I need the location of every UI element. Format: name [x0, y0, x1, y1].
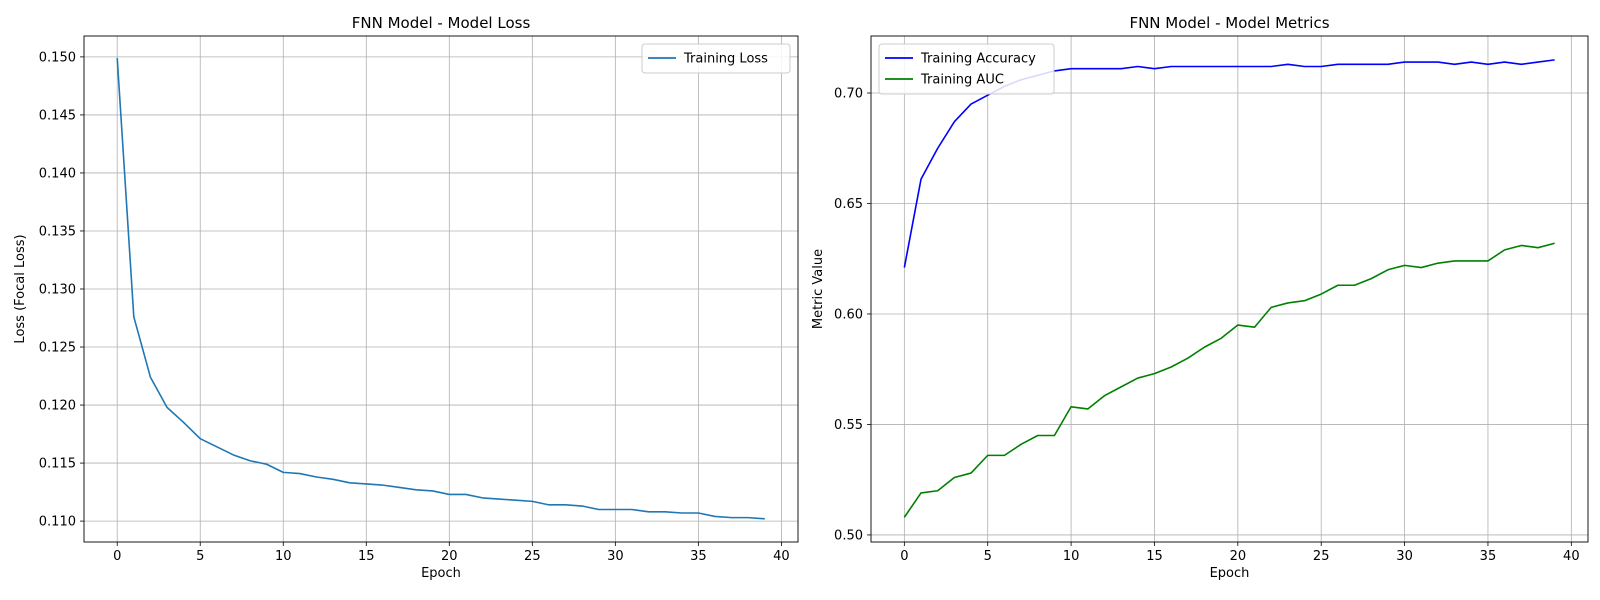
series-line-2: [903, 242, 1555, 518]
x-tick-label: 40: [773, 549, 790, 564]
y-tick-label: 0.120: [39, 399, 76, 414]
x-tick-label: 20: [441, 549, 458, 564]
y-tick-label: 0.55: [834, 418, 863, 433]
y-tick-label: 0.145: [39, 108, 76, 123]
x-tick-label: 30: [607, 549, 624, 564]
plot-frame: [83, 35, 799, 543]
y-tick-label: 0.125: [39, 341, 76, 356]
y-tick-label: 0.135: [39, 224, 76, 239]
legend: Training Accuracy Training AUC: [878, 43, 1055, 95]
y-tick-label: 0.150: [39, 50, 76, 65]
x-tick-label: 5: [196, 549, 204, 564]
x-tick-label: 15: [1146, 549, 1163, 564]
legend-label-2: Training AUC: [920, 73, 1004, 88]
x-tick-label: 30: [1396, 549, 1413, 564]
legend-label-1: Training Accuracy: [920, 52, 1036, 67]
x-tick-label: 10: [1063, 549, 1080, 564]
x-tick-label: 35: [690, 549, 707, 564]
y-axis-label: Loss (Focal Loss): [13, 234, 28, 343]
x-axis-label: Epoch: [1210, 566, 1250, 581]
y-tick-label: 0.60: [834, 307, 863, 322]
x-tick-label: 5: [984, 549, 992, 564]
y-tick-label: 0.50: [834, 528, 863, 543]
y-tick-label: 0.115: [39, 457, 76, 472]
y-tick-label: 0.110: [39, 515, 76, 530]
plot-frame: [870, 35, 1589, 543]
x-axis-label: Epoch: [421, 566, 461, 581]
x-tick-label: 15: [358, 549, 375, 564]
y-tick-label: 0.70: [834, 87, 863, 102]
x-tick-label: 25: [1313, 549, 1330, 564]
legend-label-1: Training Loss: [683, 52, 768, 67]
legend-box: [641, 43, 791, 74]
x-tick-label: 0: [113, 549, 121, 564]
chart-panel-2: 0 5 10 15 20 25 30 35 40 0.50 0.55 0.60 0.65 0.70 FNN …: [811, 14, 1589, 581]
x-tick-label: 25: [524, 549, 541, 564]
chart-title: FNN Model - Model Metrics: [1129, 14, 1329, 32]
y-tick-label: 0.140: [39, 166, 76, 181]
chart-title: FNN Model - Model Loss: [352, 14, 531, 32]
x-tick-label: 35: [1480, 549, 1497, 564]
y-tick-label: 0.130: [39, 283, 76, 298]
x-tick-label: 20: [1230, 549, 1247, 564]
x-tick-label: 40: [1563, 549, 1580, 564]
legend-box: [878, 43, 1055, 95]
y-tick-label: 0.65: [834, 197, 863, 212]
legend: Training Loss: [641, 43, 791, 74]
y-axis-label: Metric Value: [811, 249, 826, 329]
series-line-1: [116, 57, 765, 520]
x-tick-label: 10: [275, 549, 292, 564]
chart-panel-1: 0 5 10 15 20 25 30 35 40 0.110 0.115 0.120 0.125 0.13…: [13, 14, 799, 581]
x-tick-label: 0: [900, 549, 908, 564]
